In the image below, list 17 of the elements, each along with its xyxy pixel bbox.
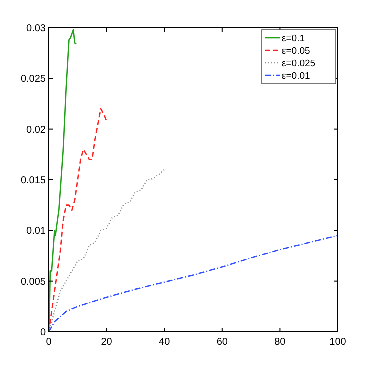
x-tick-label: 40 xyxy=(159,337,171,348)
y-tick-label: 0.025 xyxy=(20,74,46,86)
legend-label: ε=0.05 xyxy=(282,46,310,57)
x-tick-label: 80 xyxy=(274,337,286,348)
line-series xyxy=(48,235,339,333)
y-tick-label: 0.01 xyxy=(26,226,46,238)
y-tick-label: 0.03 xyxy=(26,24,46,34)
x-tick-label: 20 xyxy=(101,337,113,348)
y-tick-label: 0.005 xyxy=(20,276,46,288)
legend-label: ε=0.01 xyxy=(282,71,310,82)
y-tick-label: 0.02 xyxy=(26,124,46,136)
x-tick-label: 100 xyxy=(330,337,347,348)
legend-label: ε=0.025 xyxy=(282,58,316,70)
y-tick-label: 0.015 xyxy=(20,176,46,186)
y-tick-label: 0 xyxy=(40,328,46,338)
legend-label: ε=0.1 xyxy=(282,34,305,44)
x-tick-label: 60 xyxy=(216,337,228,348)
